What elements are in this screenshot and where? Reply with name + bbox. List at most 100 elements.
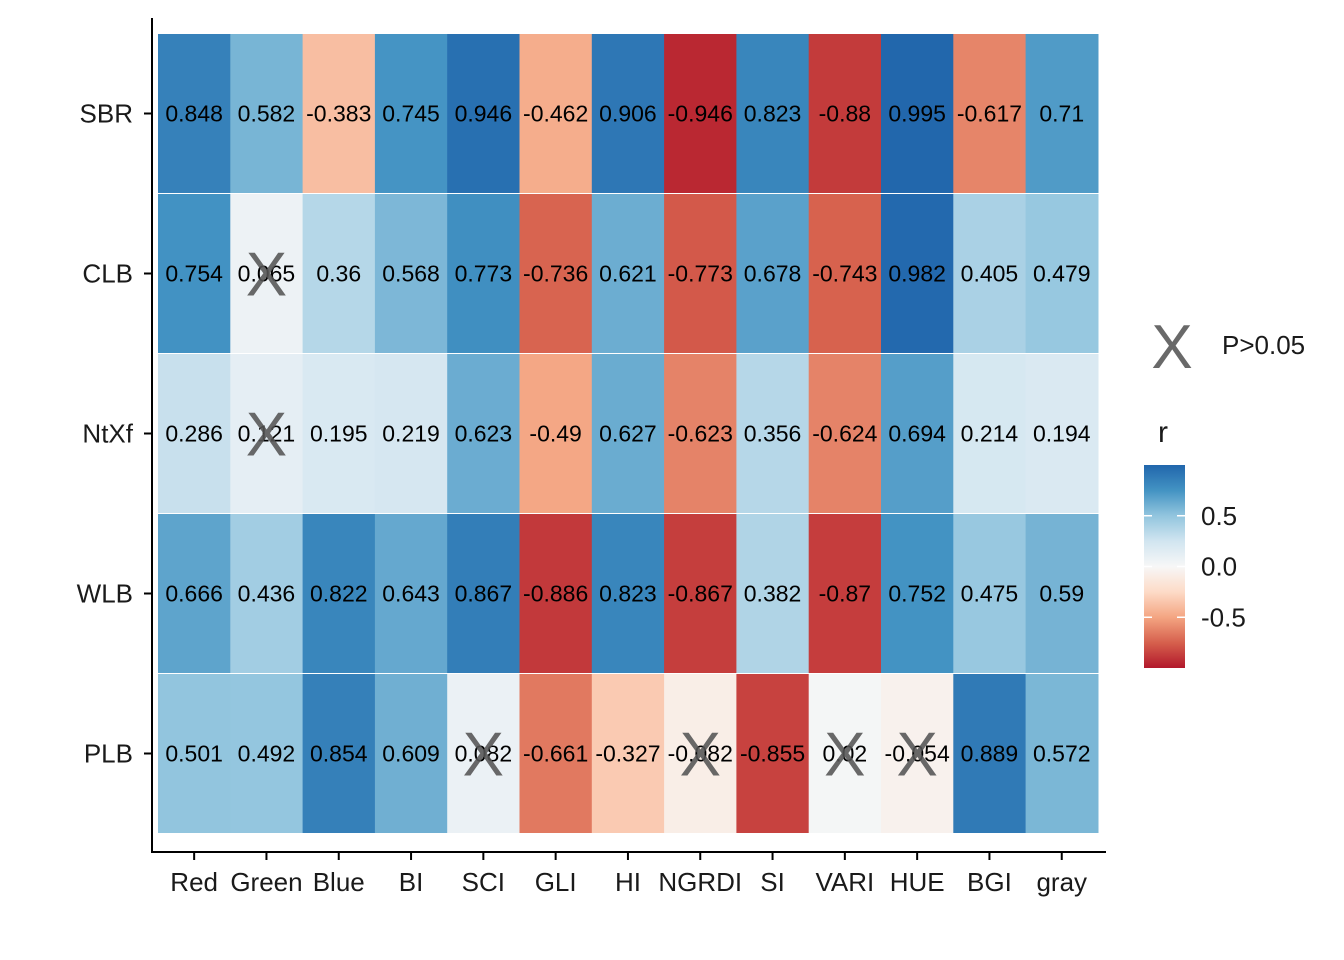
heatmap-cell bbox=[664, 354, 737, 513]
cell-value-label: 0.609 bbox=[382, 741, 440, 767]
heatmap-cell bbox=[591, 514, 665, 673]
x-tick-label: BI bbox=[399, 867, 424, 897]
heatmap-cell bbox=[664, 34, 737, 193]
cell-value-label: 0.982 bbox=[888, 261, 946, 287]
y-axis-ticks: SBR CLB NtXf WLB PLB bbox=[77, 99, 152, 769]
legend: X P>0.05 r 0.5 0.0 -0.5 bbox=[1144, 313, 1305, 668]
cell-value-label: -0.855 bbox=[740, 741, 805, 767]
heatmap-cell bbox=[591, 34, 665, 193]
cell-value-label: 0.382 bbox=[744, 581, 802, 607]
heatmap-cell bbox=[230, 194, 304, 353]
y-tick-label: WLB bbox=[77, 579, 133, 609]
heatmap-cell bbox=[374, 194, 448, 353]
cell-value-label: -0.623 bbox=[668, 421, 733, 447]
cell-value-label: 0.995 bbox=[888, 101, 946, 127]
cell-value-label: -0.054 bbox=[885, 741, 950, 767]
heatmap-cell bbox=[447, 674, 521, 833]
heatmap-cell bbox=[519, 34, 593, 193]
x-tick-label: NGRDI bbox=[658, 867, 742, 897]
heatmap-cell bbox=[736, 354, 810, 513]
cell-value-label: 0.906 bbox=[599, 101, 657, 127]
heatmap-cell bbox=[808, 354, 882, 513]
x-tick-label: HI bbox=[615, 867, 641, 897]
heatmap-cell bbox=[302, 354, 376, 513]
heatmap-cell bbox=[808, 34, 882, 193]
x-tick-label: Red bbox=[170, 867, 218, 897]
cell-value-label: 0.501 bbox=[165, 741, 223, 767]
cell-value-label: -0.49 bbox=[529, 421, 581, 447]
cell-value-label: 0.745 bbox=[382, 101, 440, 127]
x-axis-ticks: Red Green Blue BI SCI GLI HI NGRDI SI VARI HUE BGI g… bbox=[170, 852, 1087, 897]
not-significant-mark: X bbox=[246, 241, 287, 310]
heatmap-cell bbox=[158, 354, 231, 513]
cell-value-label: -0.88 bbox=[819, 101, 871, 127]
not-significant-mark: X bbox=[463, 721, 504, 790]
cell-value-label: 0.59 bbox=[1039, 581, 1084, 607]
heatmap-cell bbox=[374, 34, 448, 193]
significance-marks: XXX X X X bbox=[246, 241, 938, 790]
cell-value-label: -0.327 bbox=[595, 741, 660, 767]
heatmap-cell bbox=[591, 354, 665, 513]
heatmap-cell bbox=[591, 194, 665, 353]
y-tick-label: SBR bbox=[80, 99, 133, 129]
x-tick-label: VARI bbox=[815, 867, 874, 897]
cell-value-label: 0.754 bbox=[165, 261, 223, 287]
cell-value-label: -0.886 bbox=[523, 581, 588, 607]
heatmap-cell bbox=[158, 194, 231, 353]
heatmap-cell bbox=[1025, 194, 1099, 353]
cell-value-label: -0.736 bbox=[523, 261, 588, 287]
heatmap-cell bbox=[374, 354, 448, 513]
colorbar-tick-label: 0.0 bbox=[1201, 552, 1237, 582]
cell-value-label: 0.694 bbox=[888, 421, 946, 447]
heatmap-cell bbox=[374, 674, 448, 833]
heatmap-cell bbox=[447, 354, 521, 513]
cell-value-label: 0.572 bbox=[1033, 741, 1091, 767]
heatmap-cell bbox=[736, 674, 810, 833]
heatmap-cell bbox=[808, 194, 882, 353]
cell-value-label: 0.405 bbox=[961, 261, 1019, 287]
colorbar-tick-label: 0.5 bbox=[1201, 501, 1237, 531]
y-tick-label: NtXf bbox=[82, 419, 133, 449]
cell-value-label: -0.87 bbox=[819, 581, 871, 607]
cell-value-label: 0.773 bbox=[455, 261, 513, 287]
cell-value-label: 0.848 bbox=[165, 101, 223, 127]
x-tick-label: SI bbox=[760, 867, 785, 897]
colorbar-ticks: 0.5 0.0 -0.5 bbox=[1144, 501, 1246, 632]
cell-value-label: 0.889 bbox=[961, 741, 1019, 767]
heatmap-cell bbox=[230, 674, 304, 833]
heatmap-cell bbox=[736, 514, 810, 673]
cell-value-label: 0.02 bbox=[822, 741, 867, 767]
cell-value-label: 0.627 bbox=[599, 421, 657, 447]
heatmap-cell bbox=[447, 34, 521, 193]
cell-value-label: 0.286 bbox=[165, 421, 223, 447]
heatmap-cell bbox=[158, 514, 231, 673]
cell-value-label: 0.479 bbox=[1033, 261, 1091, 287]
cell-value-label: 0.065 bbox=[238, 261, 296, 287]
not-significant-mark: X bbox=[824, 721, 865, 790]
cell-value-label: -0.946 bbox=[668, 101, 733, 127]
cell-value-label: 0.082 bbox=[455, 741, 513, 767]
cell-value-label: 0.121 bbox=[238, 421, 296, 447]
cell-value-label: 0.854 bbox=[310, 741, 368, 767]
x-tick-label: SCI bbox=[462, 867, 505, 897]
heatmap-cell bbox=[881, 354, 954, 513]
heatmap-cell bbox=[302, 674, 376, 833]
heatmap-value-labels: 0.848 0.582 -0.383 0.745 0.946 -0.462 0.906 -0.… bbox=[165, 101, 1090, 767]
cell-value-label: -0.624 bbox=[812, 421, 877, 447]
y-tick-label: CLB bbox=[82, 259, 133, 289]
marker-legend-label: P>0.05 bbox=[1222, 330, 1305, 360]
cell-value-label: 0.621 bbox=[599, 261, 657, 287]
x-tick-label: BGI bbox=[967, 867, 1012, 897]
x-tick-label: Green bbox=[230, 867, 302, 897]
cell-value-label: 0.678 bbox=[744, 261, 802, 287]
cell-value-label: -0.743 bbox=[812, 261, 877, 287]
heatmap-cell bbox=[158, 674, 231, 833]
heatmap-cell bbox=[1025, 514, 1099, 673]
heatmap-cell bbox=[519, 514, 593, 673]
heatmap-cell bbox=[808, 514, 882, 673]
cell-value-label: 0.568 bbox=[382, 261, 440, 287]
heatmap-cell bbox=[519, 674, 593, 833]
cell-value-label: -0.661 bbox=[523, 741, 588, 767]
colorbar-title: r bbox=[1158, 416, 1168, 449]
